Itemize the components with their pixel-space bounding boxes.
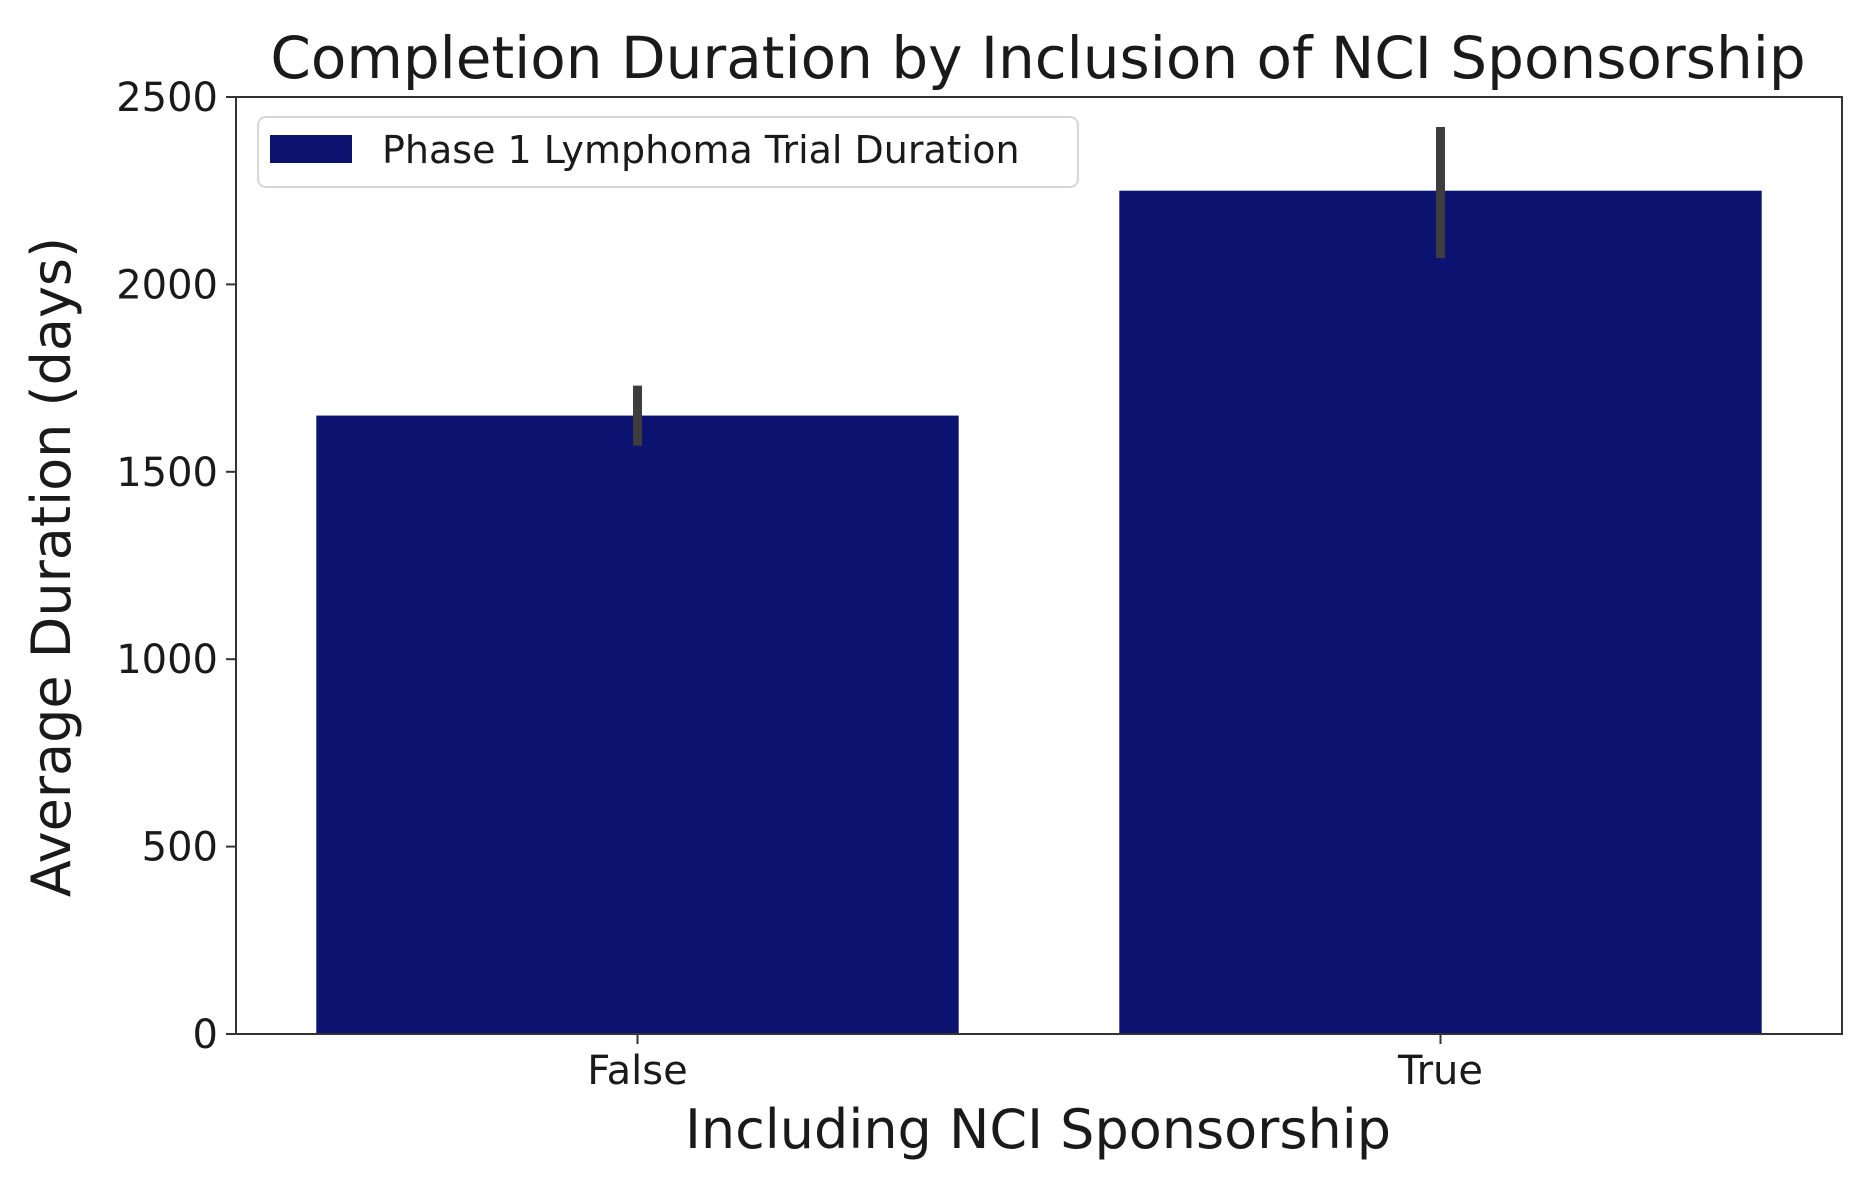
x-axis-ticks: False True [587,1034,1483,1094]
x-tick-label: True [1397,1048,1483,1094]
y-tick-label: 1000 [116,637,218,683]
y-tick-label: 500 [142,825,218,871]
y-axis-ticks: 0 500 1000 1500 2000 2500 [116,75,236,1058]
legend-label: Phase 1 Lymphoma Trial Duration [382,128,1020,172]
bars [316,190,1762,1035]
y-tick-label: 2500 [116,75,218,121]
x-axis-label: Including NCI Sponsorship [685,1098,1391,1161]
error-bars [633,126,1445,446]
bar-false [316,415,959,1035]
plot-area: 0 500 1000 1500 2000 2500 False True [116,75,1843,1094]
y-tick-label: 0 [193,1012,218,1058]
x-tick-label: False [587,1048,687,1094]
y-axis-label: Average Duration (days) [20,237,83,897]
bar-true [1119,190,1762,1034]
legend-box [257,116,1079,188]
y-tick-label: 1500 [116,450,218,496]
legend-swatch [270,135,352,163]
plot-frame [235,96,1843,1035]
y-tick-label: 2000 [116,262,218,308]
chart-title: Completion Duration by Inclusion of NCI … [270,24,1805,92]
legend: Phase 1 Lymphoma Trial Duration [257,116,1079,188]
